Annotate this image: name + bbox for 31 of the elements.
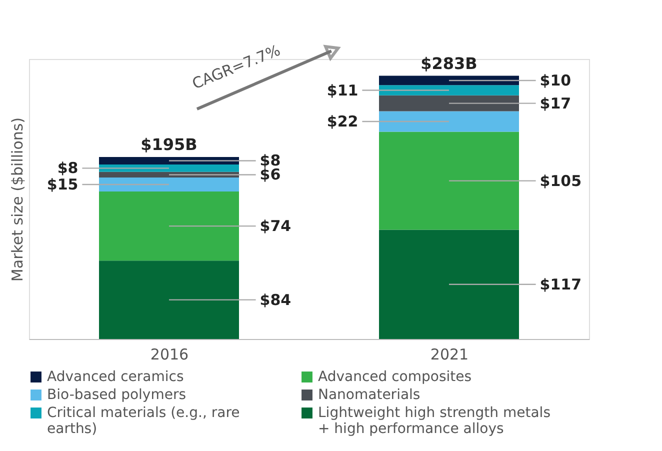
data-label: $84 [260, 290, 292, 309]
data-label: $10 [540, 71, 572, 90]
x-tick-label: 2016 [150, 346, 189, 364]
bar [379, 95, 519, 112]
bar [99, 178, 239, 192]
data-label: $22 [326, 112, 358, 131]
bar [379, 132, 519, 230]
x-tick-label: 2021 [430, 346, 469, 364]
data-label: $17 [540, 94, 572, 112]
legend-label: Advanced composites [318, 369, 472, 385]
bar [379, 76, 519, 86]
bar [99, 157, 239, 164]
total-label: $283B [420, 54, 478, 73]
legend-label: Advanced ceramics [47, 369, 184, 385]
bar [99, 260, 239, 339]
bar [379, 230, 519, 339]
total-label: $195B [140, 135, 198, 154]
data-label: $8 [57, 159, 78, 178]
legend-label: Critical materials (e.g., rare earths) [47, 405, 240, 437]
legend-label: Lightweight high strength metals + high performance alloys [318, 405, 550, 437]
legend-label: Nanomaterials [318, 387, 420, 403]
bar [379, 85, 519, 96]
y-axis-title: Market size ($billions) [8, 117, 26, 282]
data-label: $117 [540, 275, 582, 294]
bar [379, 111, 519, 132]
bar [99, 192, 239, 261]
data-label: $105 [540, 172, 582, 190]
data-label: $15 [46, 176, 78, 194]
data-label: $74 [260, 217, 292, 236]
data-label: $11 [326, 81, 358, 100]
legend-label: Bio-based polymers [47, 387, 186, 403]
